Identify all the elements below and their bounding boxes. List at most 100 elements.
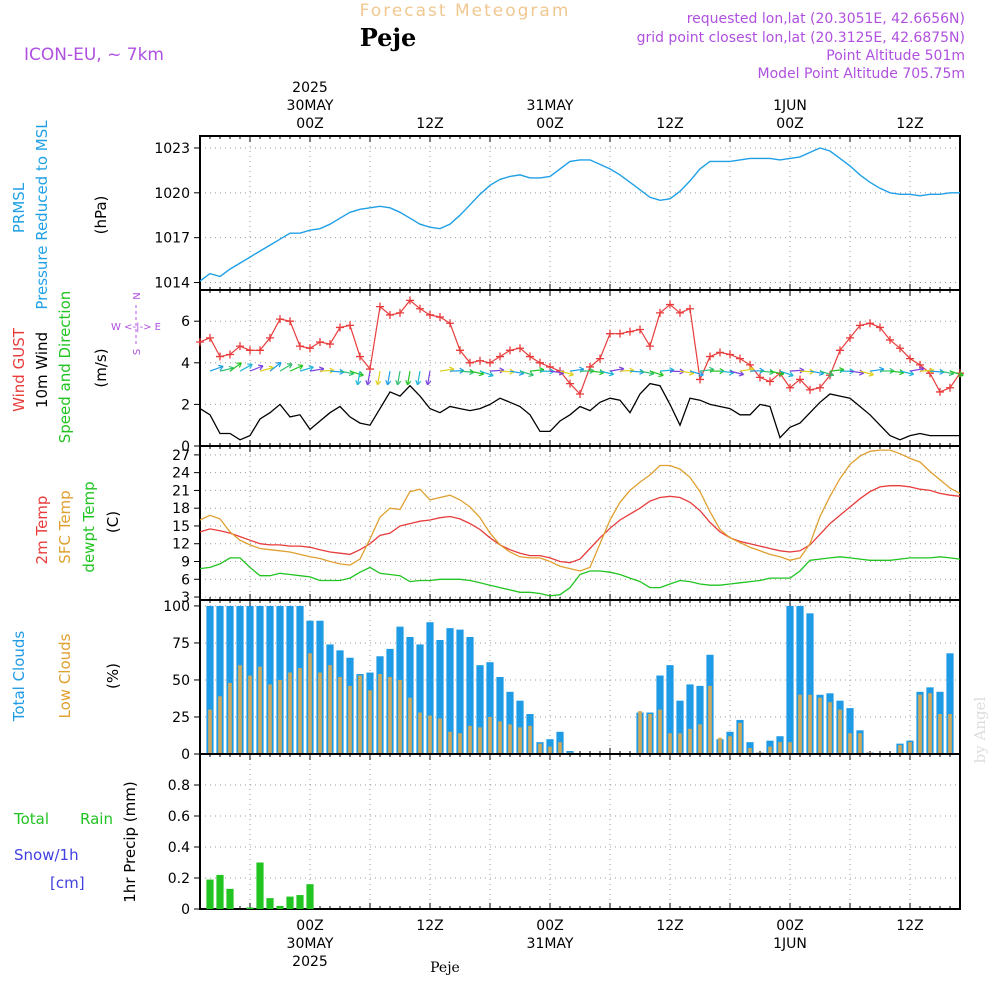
wind-arrow-head: [236, 362, 242, 368]
gust-point: [606, 329, 614, 338]
wind-arrow: [219, 367, 234, 372]
low-cloud-bar: [508, 724, 512, 754]
temperature-ytick-label: 24: [172, 466, 190, 482]
total-cloud-bar: [426, 622, 434, 754]
gust-point: [416, 304, 424, 313]
precip-frame: [199, 753, 961, 910]
pressure-frame: [199, 135, 961, 291]
low-cloud-bar: [708, 685, 712, 754]
gust-point: [576, 390, 584, 398]
wind-arrow: [339, 370, 354, 375]
wind-arrow: [689, 370, 704, 376]
low-cloud-bar: [238, 665, 242, 754]
time-axis-top: 2025 30MAY 00Z 12Z 31MAY 00Z 12Z 1JUN 00Z 12Z: [287, 80, 924, 132]
gust-point: [636, 325, 644, 334]
gust-point: [276, 315, 284, 324]
wind-arrow-head: [415, 380, 422, 386]
wind-arrow: [309, 368, 324, 372]
wind-arrow: [529, 369, 544, 372]
wind-arrow: [269, 362, 282, 372]
low-cloud-bar: [898, 745, 902, 754]
total-cloud-bar: [796, 605, 804, 754]
wind-arrow: [759, 370, 774, 373]
temp-dewpt-line: [199, 556, 961, 597]
pressure-ytick-label: 1017: [154, 231, 190, 247]
wind-arrow: [609, 368, 624, 372]
pressure-line: [199, 147, 960, 282]
total-cloud-bar: [696, 685, 704, 754]
wind-arrow-head: [385, 380, 392, 386]
wind-arrow: [659, 369, 674, 372]
wind-arrow: [719, 370, 734, 374]
low-cloud-bar: [918, 694, 922, 754]
clouds-unit: (%): [104, 663, 122, 689]
gust-point: [616, 329, 624, 338]
wind-arrow: [649, 370, 664, 377]
wind-ytick-label: 2: [181, 397, 190, 413]
gust-point: [886, 335, 894, 344]
gust-point: [876, 323, 884, 332]
low-cloud-bar: [448, 731, 452, 754]
total-cloud-bar: [226, 605, 234, 754]
wind-arrow-head: [868, 370, 874, 377]
low-cloud-bar: [908, 742, 912, 754]
gust-point: [326, 340, 334, 349]
low-cloud-bar: [408, 697, 412, 754]
total-cloud-bar: [206, 605, 214, 754]
low-cloud-bar: [788, 742, 792, 754]
wind-arrow-head: [275, 361, 282, 368]
gust-point: [546, 362, 554, 371]
point-altitude: Point Altitude 501m: [826, 48, 965, 64]
pressure-ytick-label: 1020: [154, 186, 190, 202]
rain-bar: [276, 905, 284, 909]
precip-panel: 0 0.2 0.4 0.6 0.8: [168, 753, 961, 918]
low-cloud-bar: [668, 733, 672, 754]
gust-point: [566, 379, 574, 388]
wind-arrow: [479, 370, 494, 377]
low-cloud-bar: [688, 728, 692, 754]
total-cloud-bar: [806, 613, 814, 754]
low-cloud-bar: [218, 696, 222, 754]
precip-labels: Total Rain Snow/1h [cm] 1hr Precip (mm): [13, 781, 139, 902]
gust-point: [716, 348, 724, 357]
total-cloud-bar: [416, 644, 424, 754]
wind-arrow: [406, 371, 411, 386]
low-cloud-bar: [738, 722, 742, 754]
low-cloud-bar: [398, 679, 402, 754]
rain-bar: [206, 879, 214, 909]
low-cloud-bar: [948, 714, 952, 754]
low-cloud-bar: [698, 724, 702, 754]
wind-arrow: [469, 370, 484, 375]
wind-arrow-head: [297, 364, 304, 370]
low-cloud-bar: [488, 716, 492, 754]
total-clouds-label: Total Clouds: [10, 631, 28, 723]
time-label-bottom: 12Z: [896, 918, 923, 934]
temperature-ytick-label: 21: [172, 483, 190, 499]
wind-arrow: [599, 370, 614, 375]
wind-arrow: [209, 365, 224, 372]
time-label-top: 31MAY: [527, 98, 574, 114]
grid-point-coords: grid point closest lon,lat (20.3125E, 42…: [637, 30, 965, 46]
gust-point: [346, 321, 354, 330]
gust-point: [706, 352, 714, 361]
wind-arrow: [299, 366, 314, 372]
gust-point: [486, 358, 494, 367]
time-label-bottom: 30MAY: [287, 936, 334, 952]
gust-point: [476, 356, 484, 365]
low-clouds-label: Low Clouds: [56, 633, 74, 718]
wind-arrow: [779, 370, 794, 377]
time-label-top: 12Z: [656, 116, 683, 132]
wind-arrow: [939, 370, 954, 375]
gust-point: [526, 352, 534, 361]
low-cloud-bar: [268, 684, 272, 754]
pressure-label-b: Pressure Reduced to MSL: [33, 120, 51, 310]
time-label-bottom: 1JUN: [773, 936, 807, 952]
total-cloud-bar: [466, 637, 474, 754]
wind-arrow-head: [698, 370, 704, 377]
low-cloud-bar: [528, 725, 532, 754]
temperature-ytick-label: 15: [172, 519, 190, 535]
clouds-ytick-label: 25: [172, 710, 190, 726]
low-cloud-bar: [648, 714, 652, 754]
